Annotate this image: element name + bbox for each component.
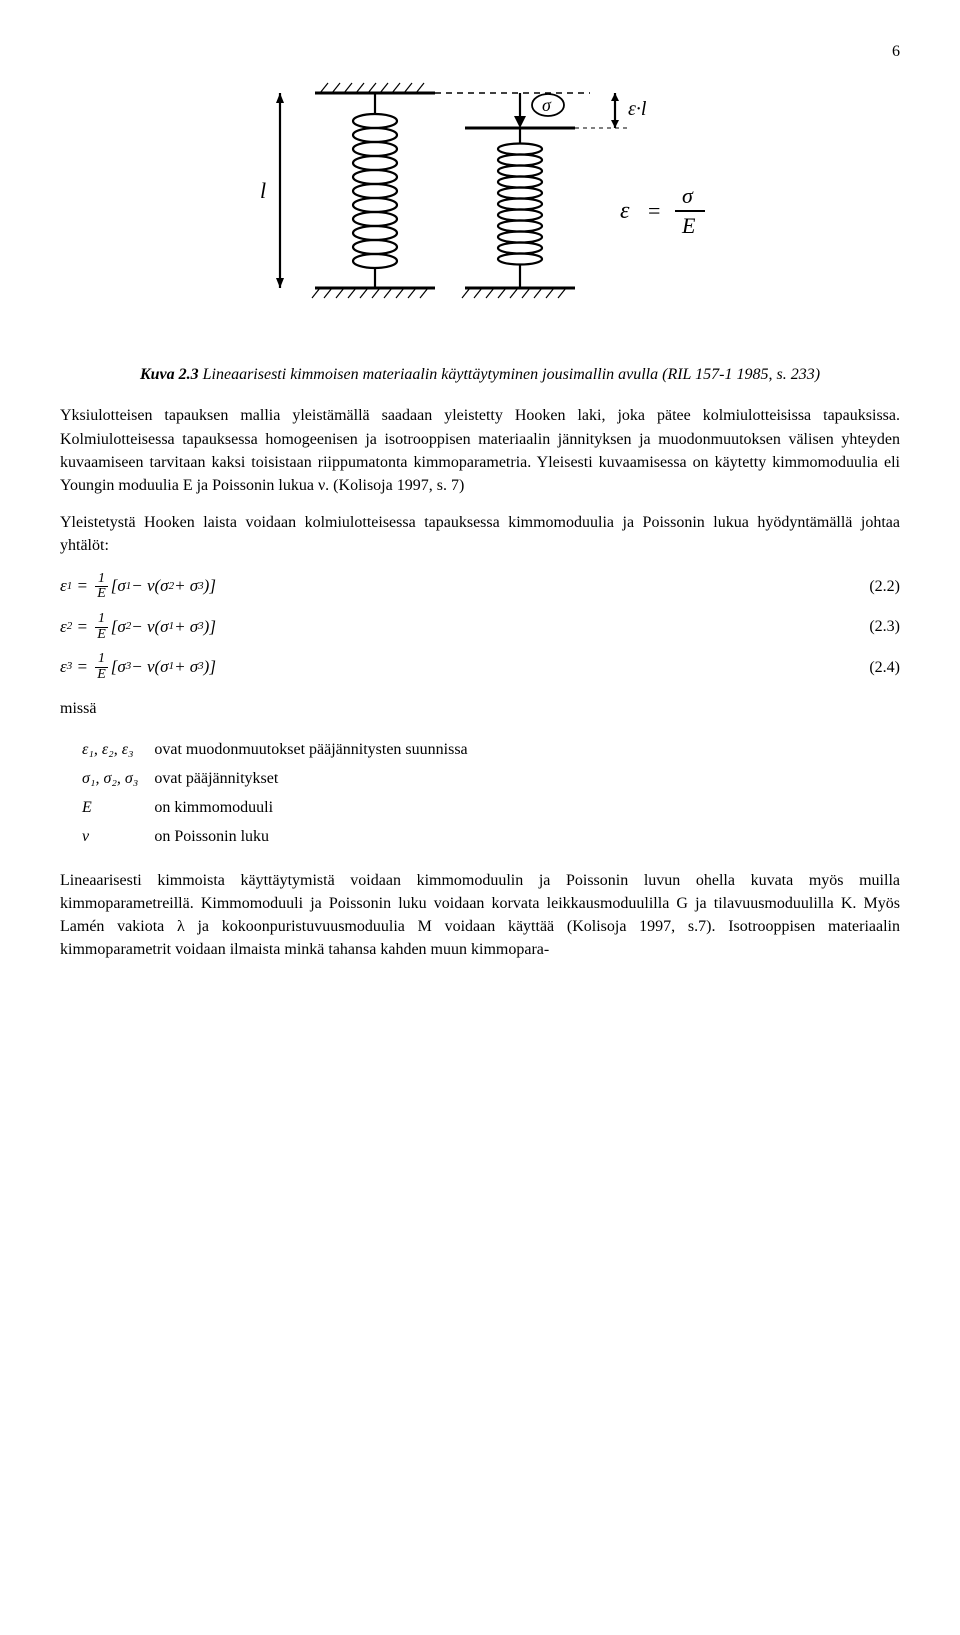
paragraph-2: Yleistetystä Hooken laista voidaan kolmi… (60, 511, 900, 557)
where-row: ε₁, ε₂, ε₃ ovat muodonmuutokset pääjänni… (82, 736, 482, 763)
equation-2-4: ε3 = 1E [σ3 − v(σ1 + σ3)] (2.4) (60, 652, 900, 682)
where-sym: ε₁, ε₂, ε₃ (82, 736, 152, 763)
label-sigma: σ (542, 95, 552, 115)
label-l: l (260, 178, 266, 203)
caption-text: Lineaarisesti kimmoisen materiaalin käyt… (203, 366, 820, 383)
figure-svg: l σ ε·l (220, 73, 740, 343)
where-sym: σ₁, σ₂, σ₃ (82, 765, 152, 792)
where-desc: on kimmomoduuli (154, 794, 481, 821)
paragraph-3: Lineaarisesti kimmoista käyttäytymistä v… (60, 869, 900, 962)
where-sym: E (82, 794, 152, 821)
where-row: ν on Poissonin luku (82, 823, 482, 850)
paragraph-1: Yksiulotteisen tapauksen mallia yleistäm… (60, 404, 900, 497)
eq-num: σ (682, 183, 694, 208)
equation-2-2: ε1 = 1E [σ1 − v(σ2 + σ3)] (2.2) (60, 572, 900, 602)
where-table: ε₁, ε₂, ε₃ ovat muodonmuutokset pääjänni… (80, 734, 484, 853)
where-desc: ovat muodonmuutokset pääjännitysten suun… (154, 736, 481, 763)
where-label: missä (60, 697, 900, 720)
eq-number-2-3: (2.3) (869, 615, 900, 638)
eq-eqsign: = (648, 198, 660, 223)
eq-eps: ε (620, 198, 630, 224)
figure-caption: Kuva 2.3 Lineaarisesti kimmoisen materia… (60, 363, 900, 386)
figure-spring-model: l σ ε·l (60, 73, 900, 343)
where-desc: ovat pääjännitykset (154, 765, 481, 792)
where-sym: ν (82, 823, 152, 850)
equation-2-3: ε2 = 1E [σ2 − v(σ1 + σ3)] (2.3) (60, 612, 900, 642)
page-number: 6 (60, 40, 900, 63)
where-row: σ₁, σ₂, σ₃ ovat pääjännitykset (82, 765, 482, 792)
label-eps-l: ε·l (628, 98, 647, 120)
eq-number-2-2: (2.2) (869, 575, 900, 598)
caption-label: Kuva 2.3 (140, 366, 199, 383)
eq-number-2-4: (2.4) (869, 656, 900, 679)
where-desc: on Poissonin luku (154, 823, 481, 850)
where-row: E on kimmomoduuli (82, 794, 482, 821)
eq-den: E (681, 213, 696, 238)
